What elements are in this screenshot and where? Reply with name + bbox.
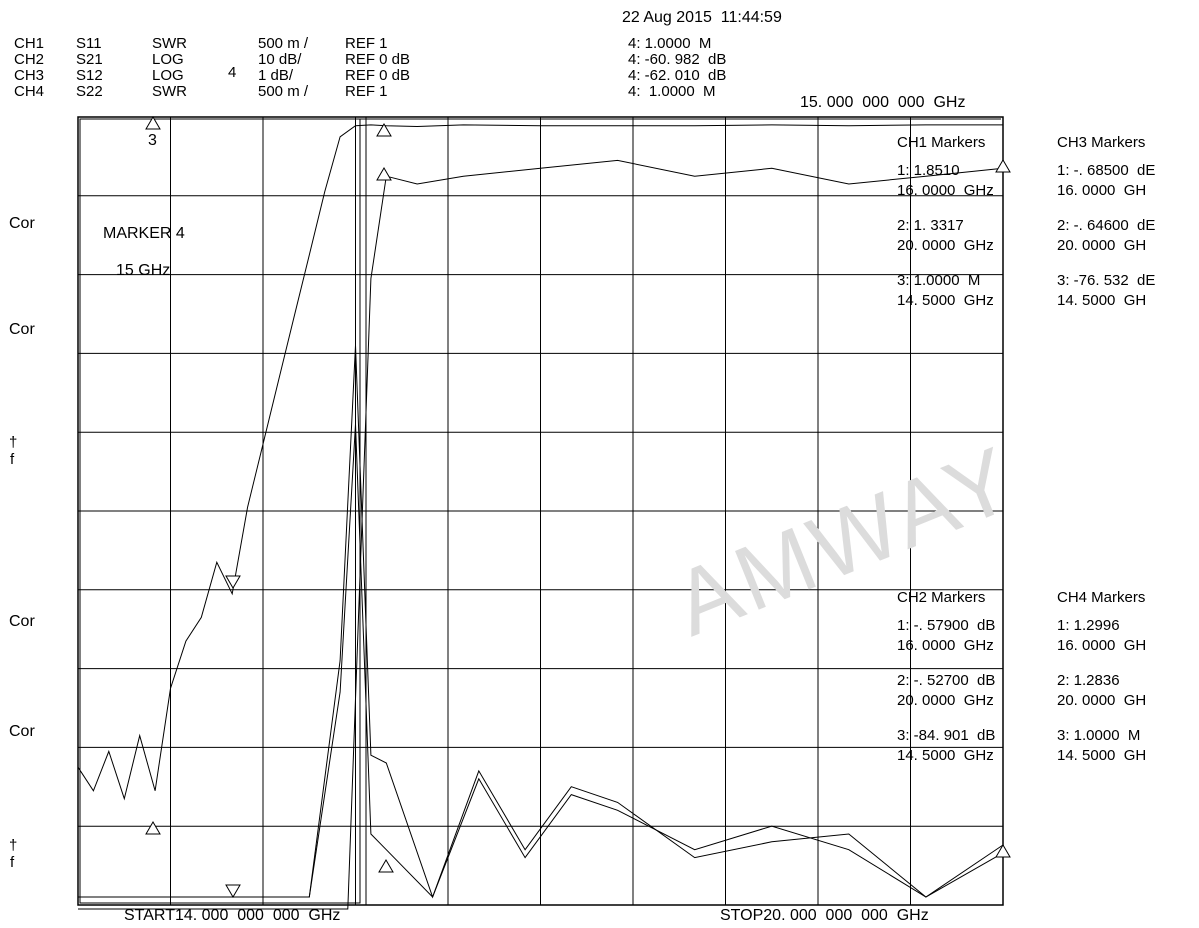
marker-frequency: 14. 5000 GH <box>1057 292 1147 309</box>
channel-cor-label: Cor <box>9 215 35 232</box>
trace-arrow-symbol: † <box>9 837 18 854</box>
channel-label: CH2 <box>14 51 45 68</box>
channel-parameter: S21 <box>76 51 103 68</box>
channel-reference: REF 0 dB <box>345 51 411 68</box>
marker-triangle <box>225 575 241 589</box>
marker-table-title: CH2 Markers <box>897 589 986 606</box>
plot-grid <box>77 116 1004 906</box>
trace-arrow-symbol: † <box>9 434 18 451</box>
channel-scale: 500 m / <box>258 83 309 100</box>
marker-frequency: 20. 0000 GH <box>1057 237 1147 254</box>
ch3-marker-number: 4 <box>228 64 237 81</box>
active-marker-readout: 4: 1.0000 M <box>628 35 712 52</box>
channel-reference: REF 0 dB <box>345 67 411 84</box>
marker-triangle <box>995 844 1011 858</box>
channel-label: CH1 <box>14 35 45 52</box>
marker-symbols <box>145 116 1011 898</box>
marker-table-title: CH4 Markers <box>1057 589 1146 606</box>
marker-value: 1: 1.8510 <box>897 162 960 179</box>
active-marker-readout: 4: 1.0000 M <box>628 83 716 100</box>
channel-cor-label: Cor <box>9 613 35 630</box>
trace-s11 <box>78 345 1004 899</box>
channel-scale: 500 m / <box>258 35 309 52</box>
marker-value: 2: 1. 3317 <box>897 217 964 234</box>
marker-frequency: 20. 0000 GHz <box>897 237 994 254</box>
channel-reference: REF 1 <box>345 35 388 52</box>
marker-triangle <box>378 859 394 873</box>
marker-table-title: CH1 Markers <box>897 134 986 151</box>
marker-frequency: 20. 0000 GHz <box>897 692 994 709</box>
marker-triangle <box>376 123 392 137</box>
marker-frequency: 16. 0000 GHz <box>897 637 994 654</box>
annotation-line2: 15 GHz <box>116 262 171 279</box>
marker-frequency: 14. 5000 GHz <box>897 747 994 764</box>
marker-value: 2: 1.2836 <box>1057 672 1120 689</box>
marker-value: 3: 1.0000 M <box>897 272 981 289</box>
marker-triangle <box>376 167 392 181</box>
channel-label: CH3 <box>14 67 45 84</box>
marker-value: 3: -84. 901 dB <box>897 727 996 744</box>
active-marker-readout: 4: -60. 982 dB <box>628 51 727 68</box>
marker-frequency: 14. 5000 GHz <box>897 292 994 309</box>
marker-value: 1: 1.2996 <box>1057 617 1120 634</box>
trace-s12 <box>78 159 1004 910</box>
plot-traces <box>77 124 1004 910</box>
channel-format: SWR <box>152 35 187 52</box>
marker-frequency: 16. 0000 GH <box>1057 637 1147 654</box>
trace-s22 <box>78 424 1004 898</box>
marker-frequency: 20. 0000 GH <box>1057 692 1147 709</box>
marker-value: 2: -. 64600 dE <box>1057 217 1156 234</box>
channel-cor-label: Cor <box>9 723 35 740</box>
marker-triangle <box>995 159 1011 173</box>
marker-value: 1: -. 68500 dE <box>1057 162 1156 179</box>
marker-triangle <box>145 821 161 835</box>
channel-format: LOG <box>152 67 184 84</box>
stop-frequency: STOP20. 000 000 000 GHz <box>720 907 929 924</box>
channel-scale: 1 dB/ <box>258 67 294 84</box>
marker-triangle <box>145 116 161 130</box>
marker-value: 2: -. 52700 dB <box>897 672 996 689</box>
channel-format: SWR <box>152 83 187 100</box>
channel-parameter: S12 <box>76 67 103 84</box>
marker-value: 1: -. 57900 dB <box>897 617 996 634</box>
marker-frequency: 16. 0000 GHz <box>897 182 994 199</box>
marker-frequency: 15. 000 000 000 GHz <box>800 94 966 111</box>
channel-cor-label: Cor <box>9 321 35 338</box>
marker-frequency: 16. 0000 GH <box>1057 182 1147 199</box>
channel-scale: 10 dB/ <box>258 51 302 68</box>
trace-arrow-symbol: f <box>10 451 15 468</box>
channel-parameter: S22 <box>76 83 103 100</box>
channel-label: CH4 <box>14 83 45 100</box>
trace-s21 <box>77 124 1003 801</box>
annotation-line1: MARKER 4 <box>103 225 185 242</box>
reference-marker-label: 3 <box>148 132 157 149</box>
timestamp: 22 Aug 2015 11:44:59 <box>622 9 782 26</box>
marker-table-title: CH3 Markers <box>1057 134 1146 151</box>
trace-arrow-symbol: f <box>10 854 15 871</box>
channel-reference: REF 1 <box>345 83 388 100</box>
channel-parameter: S11 <box>76 35 102 52</box>
marker-frequency: 14. 5000 GH <box>1057 747 1147 764</box>
marker-triangle <box>225 884 241 898</box>
start-frequency: START14. 000 000 000 GHz <box>124 907 341 924</box>
marker-value: 3: -76. 532 dE <box>1057 272 1156 289</box>
active-marker-readout: 4: -62. 010 dB <box>628 67 727 84</box>
channel-format: LOG <box>152 51 184 68</box>
marker-value: 3: 1.0000 M <box>1057 727 1141 744</box>
